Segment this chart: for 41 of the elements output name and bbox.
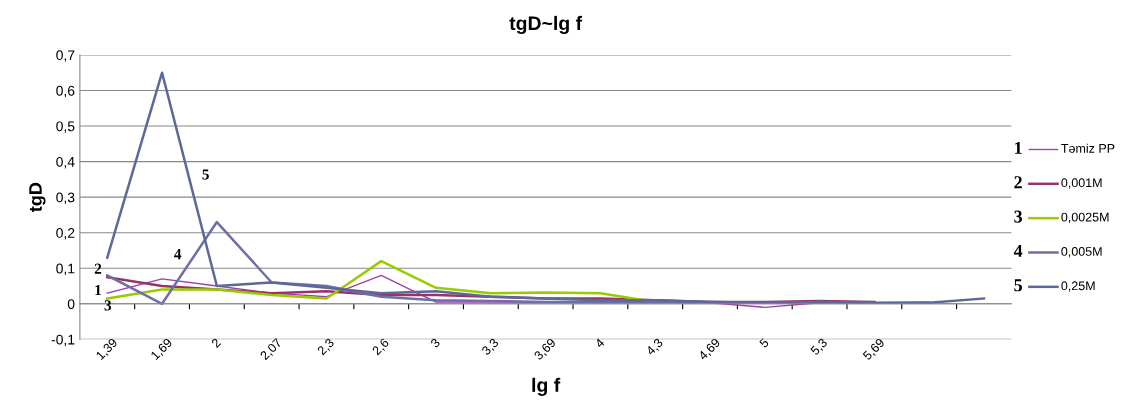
legend-label: 0,25M	[1061, 281, 1095, 292]
legend-label: 0,001M	[1061, 178, 1102, 189]
x-tick-label: 1,39	[95, 337, 119, 362]
x-tick-label: 5,3	[809, 337, 829, 357]
x-tick-label: 3	[430, 337, 441, 349]
x-tick-label: 3,3	[481, 337, 500, 357]
x-tick-label: 4,69	[697, 337, 722, 362]
text: 2	[1014, 176, 1022, 189]
y-tick-label: 0,2	[56, 228, 75, 240]
y-tick-label: 0,6	[56, 85, 75, 98]
text: 4	[1013, 244, 1023, 257]
legend-label: 0,0025M	[1061, 212, 1109, 223]
x-tick-label: 3,69	[533, 337, 558, 362]
text: 5	[1014, 279, 1022, 292]
x-tick-label: 1,69	[150, 337, 174, 362]
text: 3	[1014, 210, 1023, 223]
x-tick-label: 5,69	[862, 337, 886, 362]
y-tick-label: 0,7	[56, 50, 75, 62]
x-tick-label: 2,3	[316, 337, 336, 357]
y-tick-label: 0,5	[56, 121, 75, 133]
y-tick-label: 0,4	[56, 156, 75, 169]
legend-label: Təmiz PP	[1061, 143, 1115, 153]
x-tick-label: 2	[210, 337, 222, 349]
y-tick-label: 0,1	[56, 263, 75, 276]
x-tick-label: 4	[594, 337, 605, 349]
y-tick-label: 0	[67, 299, 75, 309]
x-tick-label: 2,6	[371, 337, 391, 357]
x-tick-label: 5	[758, 337, 770, 349]
annotation: 5	[202, 169, 209, 180]
text: 1	[1015, 141, 1022, 154]
x-tick-label: 4,3	[645, 337, 665, 357]
annotation: 1	[95, 284, 101, 296]
y-tick-label: -0,1	[51, 334, 75, 347]
chart-title: tgD~lg f	[509, 15, 583, 35]
y-tick-label: 0,3	[56, 192, 75, 204]
annotation: 2	[94, 263, 102, 274]
annotation: 3	[104, 300, 112, 311]
y-axis-title: tgD	[29, 182, 46, 212]
x-axis-title: lg f	[532, 377, 561, 396]
annotation: 4	[174, 249, 182, 260]
legend-label: 0,005M	[1061, 247, 1102, 258]
